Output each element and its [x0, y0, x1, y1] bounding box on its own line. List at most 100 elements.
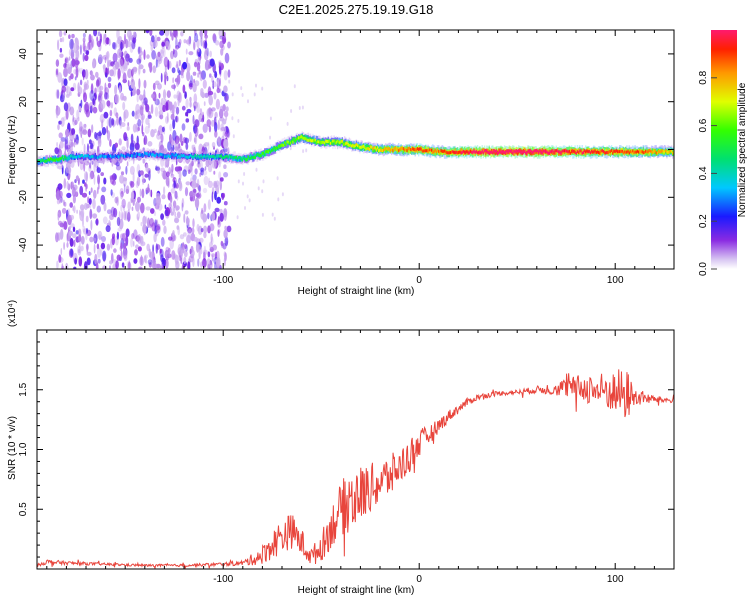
spectrogram-ridge-cell: [129, 151, 132, 157]
colorbar-tick-label: 0.8: [698, 70, 709, 84]
spectrogram-noise-cell: [89, 105, 93, 114]
spectrogram-noise-cell: [122, 72, 127, 83]
spectrogram-noise-cell: [90, 170, 95, 180]
spectrogram-noise-cell: [172, 144, 175, 152]
snr-multiplier: (x10⁴): [7, 300, 18, 327]
spectrogram-noise-cell: [87, 128, 92, 138]
spectrogram-noise-cell: [166, 112, 169, 123]
spectrogram-noise-cell: [261, 86, 264, 91]
spectrogram-noise-cell: [101, 127, 107, 136]
spectrogram-ridge-cell: [338, 140, 340, 144]
spectrogram-noise-cell: [152, 65, 157, 74]
spectrogram-ridge-cell: [378, 149, 380, 153]
spectrogram-noise-cell: [114, 94, 120, 104]
spectrogram-noise-cell: [57, 220, 63, 226]
spectrogram-noise-cell: [202, 213, 208, 223]
spectrogram-noise-cell: [191, 180, 197, 190]
spectrogram-noise-cell: [102, 216, 108, 225]
spectrogram-ridge-cell: [505, 150, 507, 154]
spectrogram-noise-cell: [97, 258, 101, 264]
spectrogram-ridge-cell: [194, 153, 196, 157]
spectrogram-ridge-cell: [104, 155, 106, 159]
spectrogram-noise-cell: [153, 232, 157, 243]
spectrogram-ridge-cell: [425, 146, 427, 152]
spectrogram-noise-cell: [113, 207, 118, 218]
spectrogram-ridge-cell: [294, 139, 296, 143]
spectrogram-noise-cell: [82, 217, 84, 228]
spectrogram-noise-cell: [262, 179, 265, 184]
spectrogram-noise-cell: [71, 128, 76, 136]
colorbar-tick-label: 0.6: [698, 118, 709, 132]
spectrogram-noise-cell: [56, 68, 58, 76]
spectrogram-ridge-cell: [155, 153, 158, 159]
spectrogram-ridge-cell: [416, 147, 419, 153]
spectrogram-noise-cell: [80, 245, 84, 252]
spectrogram-ridge-cell: [319, 140, 321, 144]
spectrogram-ridge-cell: [529, 150, 532, 156]
spectrogram-noise-cell: [73, 69, 77, 75]
spectrogram-noise-cell: [277, 197, 280, 202]
spectrogram-ridge-cell: [302, 136, 305, 140]
spectrogram-noise-cell: [305, 148, 308, 153]
spectrogram-noise-cell: [193, 237, 198, 242]
spectrogram-ridge-cell: [601, 149, 603, 153]
spectrogram-ridge-cell: [189, 153, 192, 157]
spectrogram-ridge-cell: [581, 151, 583, 155]
spectrogram-noise-cell: [231, 92, 234, 97]
spectrogram-noise-cell: [218, 135, 221, 147]
snr-x-tick-label: 100: [607, 574, 624, 585]
spectrogram-noise-cell: [69, 237, 74, 247]
spectrogram-noise-cell: [121, 211, 123, 222]
spectrogram-noise-cell: [66, 146, 69, 153]
spectrogram-ridge-cell: [429, 148, 432, 152]
spectrogram-noise-cell: [83, 261, 88, 269]
spectrogram-ridge-cell: [412, 147, 414, 151]
spectrogram-noise-cell: [170, 113, 175, 121]
spectrogram-noise-cell: [174, 211, 177, 217]
spectrogram-ridge-cell: [154, 154, 156, 158]
spectrogram-noise-cell: [180, 70, 184, 76]
spectrogram-ridge-cell: [381, 149, 383, 153]
spectrogram-noise-cell: [114, 84, 118, 96]
spectrogram-ridge-cell: [425, 149, 427, 153]
spectrogram-ridge-cell: [286, 140, 288, 144]
spectrogram-ridge-cell: [176, 155, 179, 159]
spectrogram-noise-cell: [179, 234, 185, 240]
spectrogram-ridge-cell: [555, 149, 557, 153]
spectrogram-noise-cell: [124, 210, 128, 221]
spectrogram-ridge-cell: [331, 140, 333, 144]
spectrogram-ridge-cell: [503, 151, 506, 155]
spectrogram-noise-cell: [202, 111, 204, 121]
colorbar-label: Normalized spectral amplitude: [737, 82, 748, 217]
spectrogram-ridge-cell: [501, 150, 503, 153]
spectrogram-ridge-cell: [453, 150, 455, 154]
spectrogram-ridge-cell: [354, 144, 356, 148]
spectrogram-noise-cell: [141, 123, 144, 135]
spectrogram-noise-cell: [202, 79, 207, 89]
spectrogram-ridge-cell: [359, 145, 361, 149]
spectrogram-ridge-cell: [286, 140, 288, 149]
spectrogram-noise-cell: [160, 49, 164, 59]
spectrogram-noise-cell: [207, 199, 211, 210]
spectrogram-noise-cell: [138, 54, 142, 64]
spectrogram-noise-cell: [120, 41, 123, 51]
spectrogram-noise-cell: [131, 39, 136, 50]
spectrogram-ridge-cell: [547, 151, 549, 155]
spectrogram-ridge-cell: [373, 147, 375, 153]
spectrogram-ridge-cell: [632, 149, 634, 153]
spectrogram-noise-cell: [64, 142, 67, 153]
spectrogram-noise-cell: [91, 160, 94, 165]
spectrogram-noise-cell: [178, 170, 182, 181]
spectrogram-noise-cell: [135, 110, 138, 116]
spectrogram-noise-cell: [90, 83, 94, 95]
spectrogram-noise-cell: [174, 166, 180, 172]
spectrogram-ridge-cell: [242, 156, 245, 160]
spectrogram-ridge-cell: [394, 146, 396, 150]
spectrogram-noise-cell: [194, 30, 197, 36]
spectrogram-ridge-cell: [463, 150, 466, 154]
spectrogram-noise-cell: [155, 263, 161, 269]
spectrogram-ridge-cell: [578, 151, 580, 155]
spectrogram-ridge-cell: [74, 155, 76, 159]
spectrogram-noise-cell: [201, 92, 205, 99]
spectrogram-ridge-cell: [610, 149, 613, 152]
